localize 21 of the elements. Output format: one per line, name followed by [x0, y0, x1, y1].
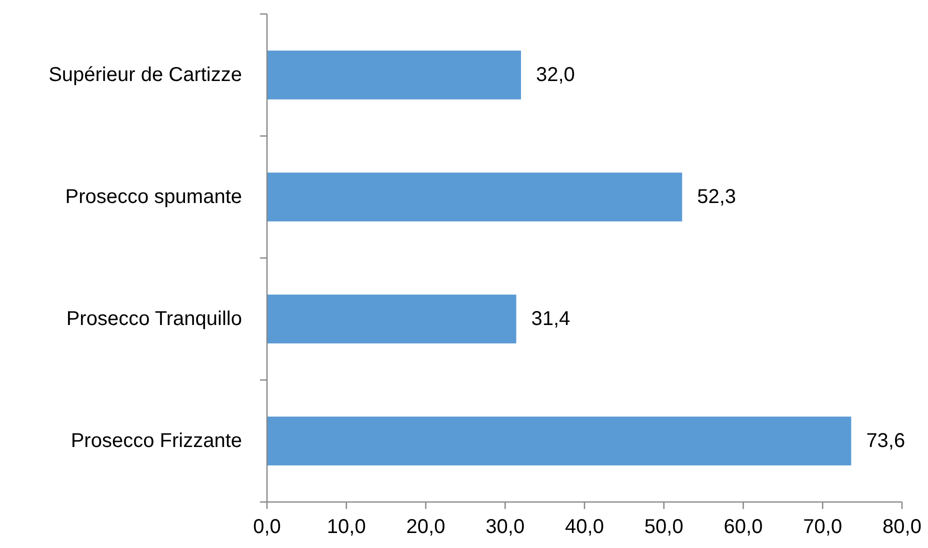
- bar: [267, 50, 521, 100]
- y-tick-label: Prosecco spumante: [65, 186, 242, 208]
- y-tick-label: Prosecco Frizzante: [70, 430, 242, 452]
- data-label: 31,4: [531, 308, 570, 330]
- y-tick-label: Prosecco Tranquillo: [66, 308, 242, 330]
- data-label: 52,3: [697, 186, 736, 208]
- x-tick-label: 30,0: [486, 516, 525, 538]
- bar: [267, 294, 516, 344]
- x-tick-label: 10,0: [326, 516, 366, 538]
- bar: [267, 172, 682, 222]
- x-tick-label: 20,0: [406, 516, 446, 538]
- x-tick-label: 70,0: [803, 516, 842, 538]
- x-tick-label: 0,0: [253, 516, 281, 538]
- data-label: 73,6: [866, 430, 906, 452]
- bar: [267, 416, 852, 466]
- x-tick-label: 60,0: [724, 516, 763, 538]
- x-tick-label: 40,0: [565, 516, 604, 538]
- x-tick-label: 80,0: [882, 516, 922, 538]
- y-tick-label: Supérieur de Cartizze: [48, 64, 242, 86]
- x-tick-label: 50,0: [644, 516, 684, 538]
- data-label: 32,0: [536, 64, 575, 86]
